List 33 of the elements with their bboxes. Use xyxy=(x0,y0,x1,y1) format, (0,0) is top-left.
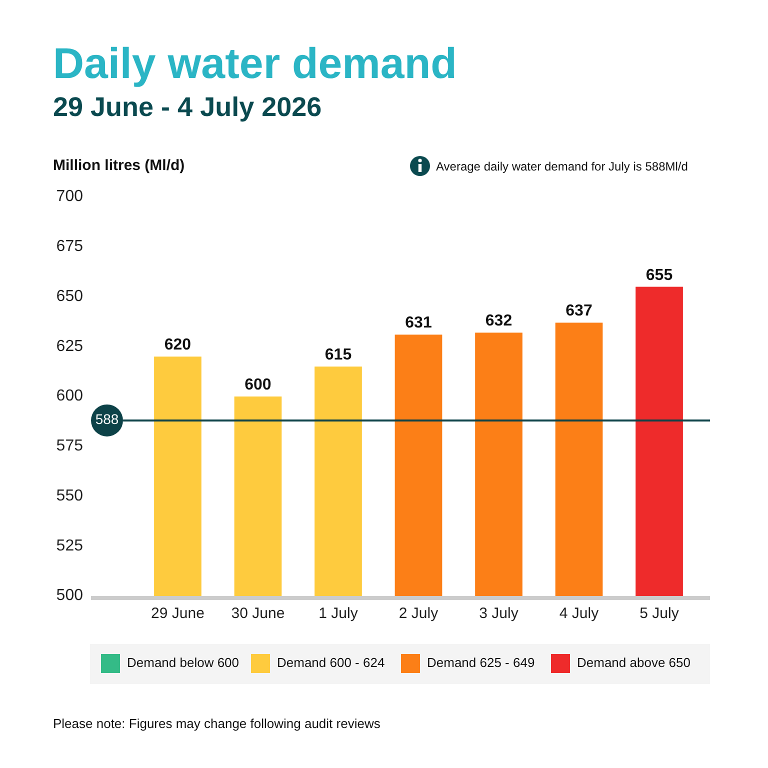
data-label: 600 xyxy=(244,376,272,394)
ref-line-label: 588 xyxy=(95,411,119,428)
y-axis-title: Million litres (Ml/d) xyxy=(53,157,185,174)
x-tick-label: 2 July xyxy=(398,604,439,622)
legend-label: Demand below 600 xyxy=(127,655,240,670)
legend-label: Demand above 650 xyxy=(577,655,690,670)
y-tick-label: 500 xyxy=(56,587,84,604)
x-tick-label: 29 June xyxy=(151,604,204,622)
y-tick-label: 550 xyxy=(56,487,84,504)
y-tick-label: 675 xyxy=(56,238,84,256)
x-tick-label: 4 July xyxy=(559,604,600,622)
x-tick-label: 5 July xyxy=(640,604,680,622)
text: Average daily water demand for July is 588Ml/d xyxy=(436,160,688,174)
y-tick-label: 600 xyxy=(56,388,84,405)
legend-label: Demand 600 - 624 xyxy=(277,655,385,670)
x-tick-label: 1 July xyxy=(318,604,358,622)
y-tick-label: 525 xyxy=(56,537,84,554)
x-tick-label: 3 July xyxy=(479,604,519,622)
data-label: 615 xyxy=(324,346,352,364)
data-label: 620 xyxy=(164,336,192,354)
chart-title: Daily water demand xyxy=(53,40,457,88)
y-tick-label: 700 xyxy=(56,188,84,206)
x-tick-label: 30 June xyxy=(231,604,285,622)
y-tick-label: 625 xyxy=(56,338,84,355)
data-label: 631 xyxy=(405,314,432,332)
legend-label: Demand 625 - 649 xyxy=(427,655,535,670)
y-tick-label: 575 xyxy=(56,438,84,455)
data-label: 637 xyxy=(566,302,592,320)
data-label: 632 xyxy=(485,312,512,330)
chart-subtitle: 29 June - 4 July 2026 xyxy=(53,92,322,122)
data-label: 655 xyxy=(646,266,673,284)
text: Please note: Figures may change following audit reviews xyxy=(53,716,381,731)
y-tick-label: 650 xyxy=(56,288,84,305)
